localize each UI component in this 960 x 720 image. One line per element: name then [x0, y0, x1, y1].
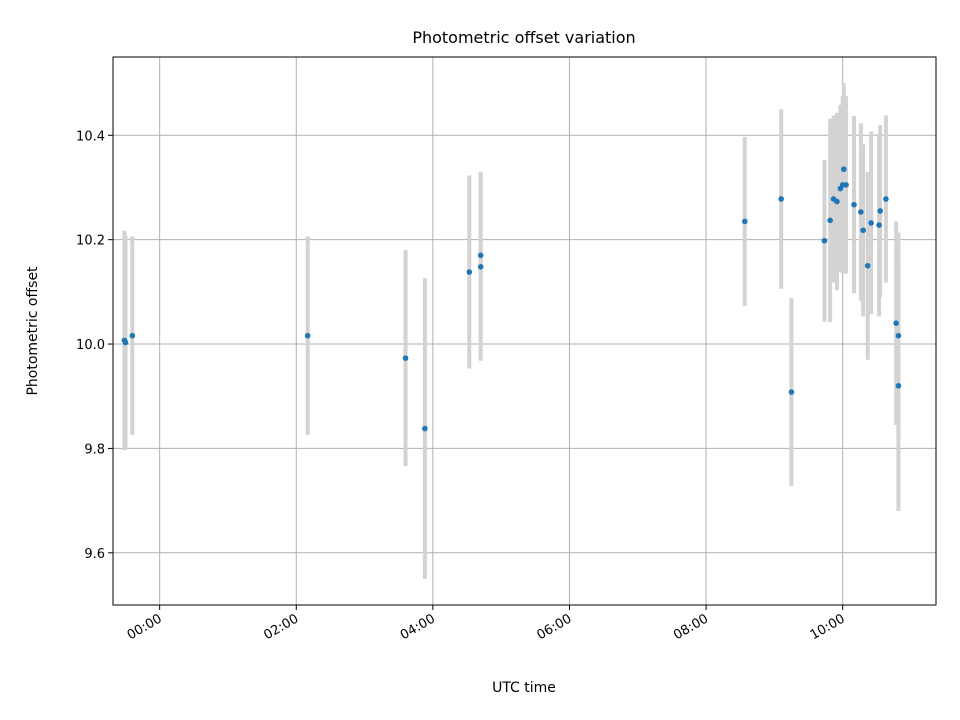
y-axis-ticks: 9.6 9.8 10.0 10.2 10.4: [76, 129, 113, 562]
data-point: [304, 332, 311, 339]
data-point: [843, 182, 849, 188]
y-tick-label: 9.8: [84, 442, 105, 457]
x-tick-label: 08:00: [671, 611, 711, 643]
data-point: [840, 166, 847, 173]
data-point: [851, 201, 857, 208]
x-tick-label: 10:00: [808, 611, 848, 643]
data-point: [821, 237, 828, 244]
x-tick-label: 04:00: [398, 611, 438, 643]
y-tick-label: 10.4: [76, 129, 105, 144]
data-point: [868, 220, 874, 226]
y-axis-label: Photometric offset: [25, 266, 41, 396]
y-tick-label: 10.2: [76, 234, 105, 249]
grid-lines: [113, 57, 936, 605]
data-point: [129, 332, 136, 339]
data-point: [778, 196, 784, 202]
data-point: [788, 389, 795, 395]
x-axis-ticks: 00:00 02:00 04:00 06:00 08:00 10:00: [125, 605, 848, 643]
error-bars: [122, 83, 901, 579]
plot-area-frame: [112, 56, 937, 606]
data-point: [895, 383, 902, 389]
data-point: [422, 425, 428, 432]
x-tick-label: 06:00: [535, 611, 575, 643]
data-point: [466, 269, 473, 275]
x-tick-label: 00:00: [125, 611, 165, 643]
data-points: [121, 166, 902, 432]
chart-title: Photometric offset variation: [412, 28, 635, 47]
data-point: [860, 227, 866, 234]
data-point: [122, 339, 129, 346]
x-axis-label: UTC time: [492, 680, 556, 696]
data-point: [834, 198, 840, 205]
data-point: [864, 262, 871, 269]
data-point: [877, 208, 884, 214]
data-point: [893, 320, 899, 326]
data-point: [477, 252, 484, 259]
data-point: [895, 332, 902, 339]
data-point: [477, 264, 484, 270]
data-point: [827, 217, 833, 224]
y-tick-label: 9.6: [84, 547, 105, 562]
y-tick-label: 10.0: [76, 338, 105, 353]
data-point: [883, 196, 889, 202]
data-point: [858, 209, 864, 215]
data-point: [402, 355, 409, 361]
x-tick-label: 02:00: [261, 611, 301, 643]
data-point: [741, 218, 748, 225]
data-point: [876, 222, 882, 228]
